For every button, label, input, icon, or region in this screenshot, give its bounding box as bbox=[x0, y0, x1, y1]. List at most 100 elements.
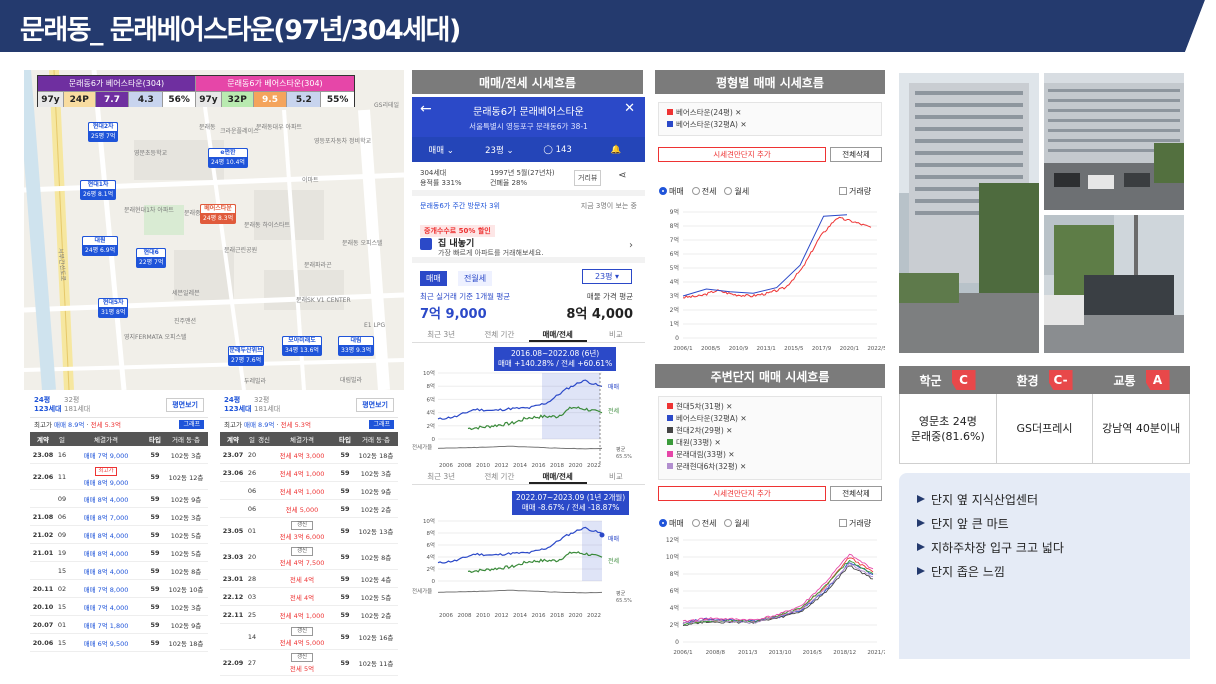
street-view-button[interactable]: 거리뷰 bbox=[574, 170, 602, 186]
radio-monthly[interactable]: 월세 bbox=[724, 186, 749, 197]
legend-item[interactable]: 대원(33평) ✕ bbox=[667, 437, 873, 449]
table-row[interactable]: 23.05 01 갱신 전세 3억 6,000 59 102동 13층 bbox=[220, 518, 398, 544]
map-pin-target[interactable]: 베어스타운 24평 8.3억 bbox=[200, 204, 237, 224]
row-price: 전세 5,000 bbox=[285, 505, 319, 514]
visitor-rank[interactable]: 문래동6가 주간 방문자 3위 bbox=[420, 202, 500, 210]
table-row[interactable]: 21.01 19 매매 8억 4,000 59 102동 5층 bbox=[30, 544, 208, 562]
legend-item[interactable]: 베어스타운(32평A) ✕ bbox=[667, 413, 873, 425]
map-pin[interactable]: 현대1차 26평 8.1억 bbox=[80, 180, 117, 200]
table-row[interactable]: 23.01 28 전세 4억 59 102동 4층 bbox=[220, 570, 398, 588]
comment-count[interactable]: ◯ 143 bbox=[543, 144, 572, 155]
radio-rent[interactable]: 전세 bbox=[691, 518, 716, 529]
floor-plan-button[interactable]: 평면보기 bbox=[356, 398, 394, 412]
table-row[interactable]: 14 갱신 전세 4억 5,000 59 102동 16층 bbox=[220, 624, 398, 650]
close-icon[interactable]: ✕ bbox=[624, 101, 635, 116]
tab-sale-rent[interactable]: 매매/전세 bbox=[528, 327, 587, 342]
size-tab[interactable]: 32평 181세대 bbox=[64, 396, 91, 413]
table-row[interactable]: 22.09 27 갱신 전세 5억 59 102동 11층 bbox=[220, 650, 398, 676]
size-dropdown[interactable]: 23평 ▾ bbox=[582, 269, 632, 284]
tab-all[interactable]: 전체 기간 bbox=[484, 330, 515, 339]
legend-item[interactable]: 현대2차(29평) ✕ bbox=[667, 425, 873, 437]
table-row[interactable]: 21.08 06 매매 8억 7,000 59 102동 3층 bbox=[30, 508, 208, 526]
tick-label: 8억 bbox=[670, 222, 679, 230]
legend-item[interactable]: 베어스타운(32평A) ✕ bbox=[667, 119, 873, 131]
legend-item[interactable]: 문래대림(33평) ✕ bbox=[667, 449, 873, 461]
volume-checkbox[interactable]: 거래량 bbox=[839, 518, 871, 529]
table-row[interactable]: 06 전세 4억 1,000 59 102동 9층 bbox=[220, 482, 398, 500]
table-row[interactable]: 23.08 16 매매 7억 9,000 59 102동 3층 bbox=[30, 446, 208, 464]
max-sale: 매매 8.9억 bbox=[54, 421, 85, 429]
table-row[interactable]: 20.06 15 매매 6억 9,500 59 102동 18층 bbox=[30, 634, 208, 652]
row-floor: 102동 3층 bbox=[170, 451, 202, 460]
table-row[interactable]: 15 매매 8억 4,000 59 102동 8층 bbox=[30, 562, 208, 580]
sell-house-banner[interactable]: 집 내놓기 가장 빠르게 아파트를 거래해보세요. › bbox=[412, 218, 645, 263]
legend-item[interactable]: 현대5차(31평) ✕ bbox=[667, 401, 873, 413]
legend-right-size: 32P bbox=[221, 92, 254, 107]
map-pin[interactable]: 대원 24평 6.9억 bbox=[82, 236, 119, 256]
radio-sale[interactable]: 매매 bbox=[659, 518, 684, 529]
map-pin[interactable]: 대림 33평 9.3억 bbox=[338, 336, 375, 356]
size-select[interactable]: 23평 ⌄ bbox=[485, 145, 514, 156]
row-day: 15 bbox=[57, 602, 67, 611]
graph-button[interactable]: 그래프 bbox=[179, 420, 204, 429]
rent-line bbox=[467, 406, 603, 431]
size-tab[interactable]: 32평 181세대 bbox=[254, 396, 281, 413]
ask-price-label: 매물 가격 평균 bbox=[586, 292, 633, 301]
add-complex-button[interactable]: 시세견만단지 추가 bbox=[658, 486, 826, 501]
volume-checkbox[interactable]: 거래량 bbox=[839, 186, 871, 197]
tick-label: 2억 bbox=[426, 422, 435, 430]
map-pin[interactable]: 문래두산위브 27평 7.6억 bbox=[228, 346, 265, 366]
clear-all-button[interactable]: 전체삭제 bbox=[830, 486, 882, 501]
table-row[interactable]: 06 전세 5,000 59 102동 2층 bbox=[220, 500, 398, 518]
radio-rent[interactable]: 전세 bbox=[691, 186, 716, 197]
tab-3y[interactable]: 최근 3년 bbox=[427, 472, 456, 481]
share-icon[interactable]: ⋖ bbox=[618, 170, 627, 181]
map-pin[interactable]: 모아미래도 34평 13.6억 bbox=[282, 336, 322, 356]
tab-3y[interactable]: 최근 3년 bbox=[427, 330, 456, 339]
size-tab-active[interactable]: 24평 123세대 bbox=[34, 396, 62, 413]
table-row[interactable]: 23.06 26 전세 4억 1,000 59 102동 3층 bbox=[220, 464, 398, 482]
table-row[interactable]: 20.10 15 매매 7억 4,000 59 102동 3층 bbox=[30, 598, 208, 616]
row-tag: 갱신 bbox=[291, 652, 313, 662]
back-arrow-icon[interactable]: ← bbox=[420, 101, 432, 117]
apartment-photo-main bbox=[899, 73, 1039, 353]
floor-plan-button[interactable]: 평면보기 bbox=[166, 398, 204, 412]
tick-label: 4억 bbox=[670, 278, 679, 286]
radio-sale[interactable]: 매매 bbox=[659, 186, 684, 197]
table-row[interactable]: 09 매매 8억 4,000 59 102동 9층 bbox=[30, 490, 208, 508]
tab-sale-rent[interactable]: 매매/전세 bbox=[528, 469, 587, 484]
tab-rent[interactable]: 전월세 bbox=[458, 271, 493, 286]
clear-all-button[interactable]: 전체삭제 bbox=[830, 147, 882, 162]
map-pin[interactable]: 현대2차 25평 7억 bbox=[88, 122, 119, 142]
table-row[interactable]: 23.03 20 갱신 전세 4억 7,500 59 102동 8층 bbox=[220, 544, 398, 570]
table-row[interactable]: 23.07 20 전세 4억 3,000 59 102동 18층 bbox=[220, 446, 398, 464]
size-tab-active[interactable]: 24평 123세대 bbox=[224, 396, 252, 413]
legend-item[interactable]: 베어스타운(24평) ✕ bbox=[667, 107, 873, 119]
map-pin[interactable]: e편한 24평 10.4억 bbox=[208, 148, 248, 168]
tab-sale[interactable]: 매매 bbox=[420, 271, 447, 286]
map-pin[interactable]: 현대5차 31평 8억 bbox=[98, 298, 129, 318]
table-row[interactable]: 21.02 09 매매 8억 4,000 59 102동 5층 bbox=[30, 526, 208, 544]
size-legend: 베어스타운(24평) ✕ 베어스타운(32평A) ✕ bbox=[658, 102, 882, 136]
bell-icon[interactable]: 🔔 bbox=[610, 144, 622, 155]
map-label: 영문초등학교 bbox=[134, 150, 168, 157]
table-row[interactable]: 22.12 03 전세 4억 59 102동 5층 bbox=[220, 588, 398, 606]
row-type: 59 bbox=[150, 494, 160, 503]
map-pin[interactable]: 현대6 22평 7억 bbox=[136, 248, 167, 268]
graph-button[interactable]: 그래프 bbox=[369, 420, 394, 429]
location-map[interactable]: 문래동6가 베어스타운(304) 문래동6가 베어스타운(304) 97y 24… bbox=[24, 70, 404, 390]
radio-monthly[interactable]: 월세 bbox=[724, 518, 749, 529]
tab-all[interactable]: 전체 기간 bbox=[484, 472, 515, 481]
legend-item[interactable]: 문래현대6차(32평) ✕ bbox=[667, 461, 873, 473]
ask-price-value: 8억 4,000 bbox=[566, 307, 633, 322]
table-row[interactable]: 20.11 02 매매 7억 8,000 59 102동 10층 bbox=[30, 580, 208, 598]
period-change-bubble: 2016.08~2022.08 (6년) 매매 +140.28% / 전세 +60… bbox=[494, 347, 617, 371]
add-complex-button[interactable]: 시세견만단지 추가 bbox=[658, 147, 826, 162]
tab-compare[interactable]: 비교 bbox=[608, 472, 623, 481]
table-row[interactable]: 20.07 01 매매 7억 1,800 59 102동 9층 bbox=[30, 616, 208, 634]
table-row[interactable]: 22.11 25 전세 4억 1,000 59 102동 2층 bbox=[220, 606, 398, 624]
tab-compare[interactable]: 비교 bbox=[608, 330, 623, 339]
tick-label: 10억 bbox=[423, 517, 435, 525]
table-row[interactable]: 22.06 11 최고가 매매 8억 9,000 59 102동 12층 bbox=[30, 464, 208, 490]
deal-type-select[interactable]: 매매 ⌄ bbox=[428, 145, 454, 156]
